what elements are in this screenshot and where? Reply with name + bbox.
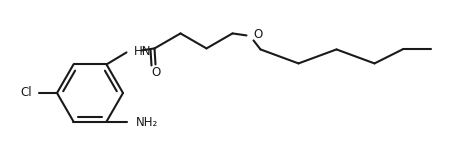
Text: NH₂: NH₂ [136,116,158,129]
Text: HN: HN [133,45,151,58]
Text: O: O [254,28,263,41]
Text: O: O [152,66,161,79]
Text: Cl: Cl [20,86,32,100]
